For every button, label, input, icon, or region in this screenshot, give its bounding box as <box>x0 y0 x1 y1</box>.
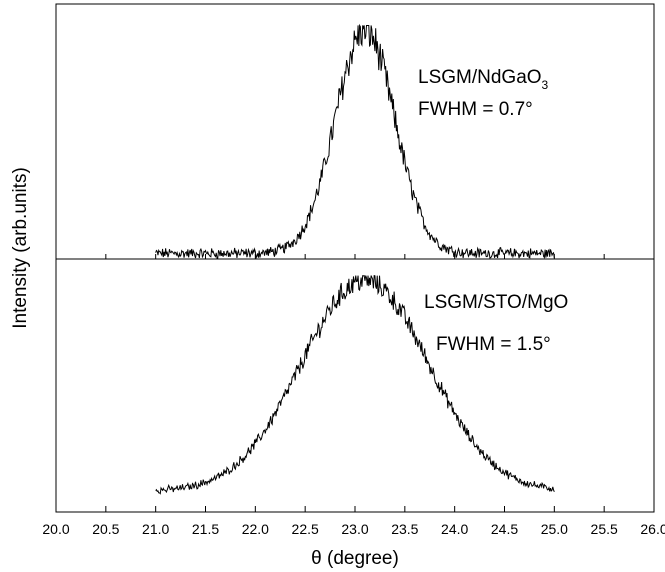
x-tick-label: 25.0 <box>541 521 568 537</box>
x-tick-label: 24.0 <box>441 521 468 537</box>
x-tick-label: 23.5 <box>391 521 418 537</box>
x-axis-ticks <box>55 254 655 512</box>
panel-2-sample-label: LSGM/STO/MgO <box>424 292 568 313</box>
x-tick-label: 21.0 <box>142 521 169 537</box>
panel-1-fwhm-label: FWHM = 0.7° <box>418 99 533 120</box>
y-axis-title: Intensity (arb.units) <box>10 167 31 329</box>
x-axis-title: θ (degree) <box>311 548 399 569</box>
x-tick-label: 25.5 <box>591 521 618 537</box>
x-tick-label: 22.5 <box>292 521 319 537</box>
x-tick-label: 26.0 <box>640 521 665 537</box>
x-tick-label: 24.5 <box>491 521 518 537</box>
x-tick-label: 21.5 <box>192 521 219 537</box>
panel-1-sample-label: LSGM/NdGaO3 <box>418 67 549 92</box>
x-tick-label: 20.0 <box>42 521 69 537</box>
panel-2-fwhm-label: FWHM = 1.5° <box>436 334 551 355</box>
x-axis-tick-labels: 20.0 20.5 21.0 21.5 22.0 22.5 23.0 23.5 24.0 24.5… <box>42 521 665 537</box>
series-lsgm-ndgao3 <box>155 23 555 260</box>
x-tick-label: 22.0 <box>242 521 269 537</box>
series-lsgm-sto-mgo <box>155 274 555 495</box>
x-tick-label: 20.5 <box>92 521 119 537</box>
x-tick-label: 23.0 <box>341 521 368 537</box>
